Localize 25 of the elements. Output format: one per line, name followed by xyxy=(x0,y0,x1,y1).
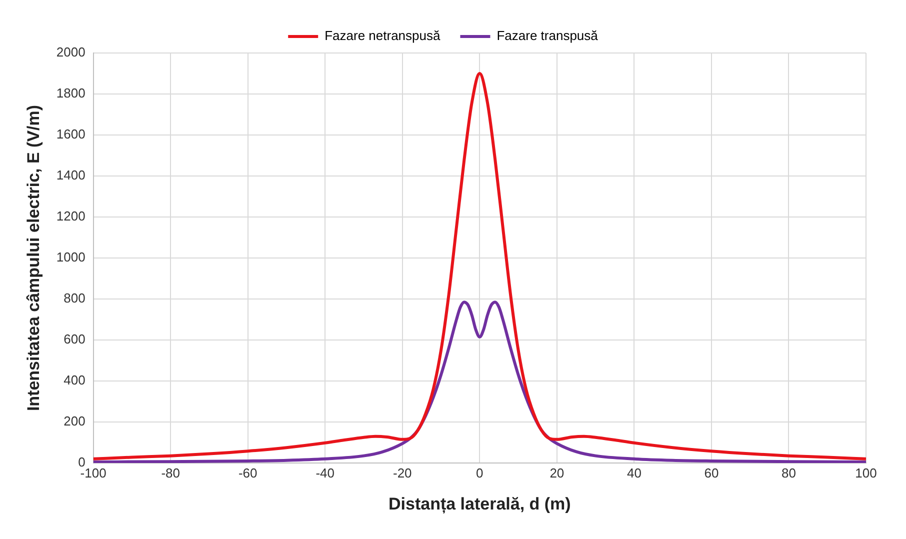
x-tick-label: -80 xyxy=(161,465,180,480)
y-tick-label: 1600 xyxy=(56,126,86,142)
line-series xyxy=(93,72,866,460)
y-tick-label: 1400 xyxy=(56,168,86,183)
y-tick-label: 200 xyxy=(64,414,86,429)
x-tick-label: 0 xyxy=(476,465,484,480)
x-tick-label: -60 xyxy=(238,465,258,480)
x-axis-title: Distanța laterală, d (m) xyxy=(388,494,571,514)
y-axis-title: Intensitatea câmpului electric, E (V/m) xyxy=(24,104,43,412)
x-tick-label: 100 xyxy=(855,465,877,480)
y-tick-label: 600 xyxy=(64,332,86,347)
legend-label: Fazare netranspusă xyxy=(324,28,441,44)
y-tick-label: 400 xyxy=(64,372,86,388)
x-tick-label: 20 xyxy=(550,465,564,480)
y-tick-label: 800 xyxy=(64,290,86,306)
y-tick-label: 1000 xyxy=(56,250,86,265)
y-tick-label: 1200 xyxy=(56,208,86,224)
x-tick-label: 80 xyxy=(782,465,796,480)
legend-label: Fazare transpusă xyxy=(496,28,599,44)
y-tick-label: 1800 xyxy=(56,86,86,101)
x-tick-label: -20 xyxy=(392,465,412,480)
x-tick-label: -40 xyxy=(316,465,335,480)
x-tick-label: 60 xyxy=(704,465,719,480)
y-tick-label: 2000 xyxy=(56,44,86,60)
x-tick-label: 40 xyxy=(626,465,642,480)
